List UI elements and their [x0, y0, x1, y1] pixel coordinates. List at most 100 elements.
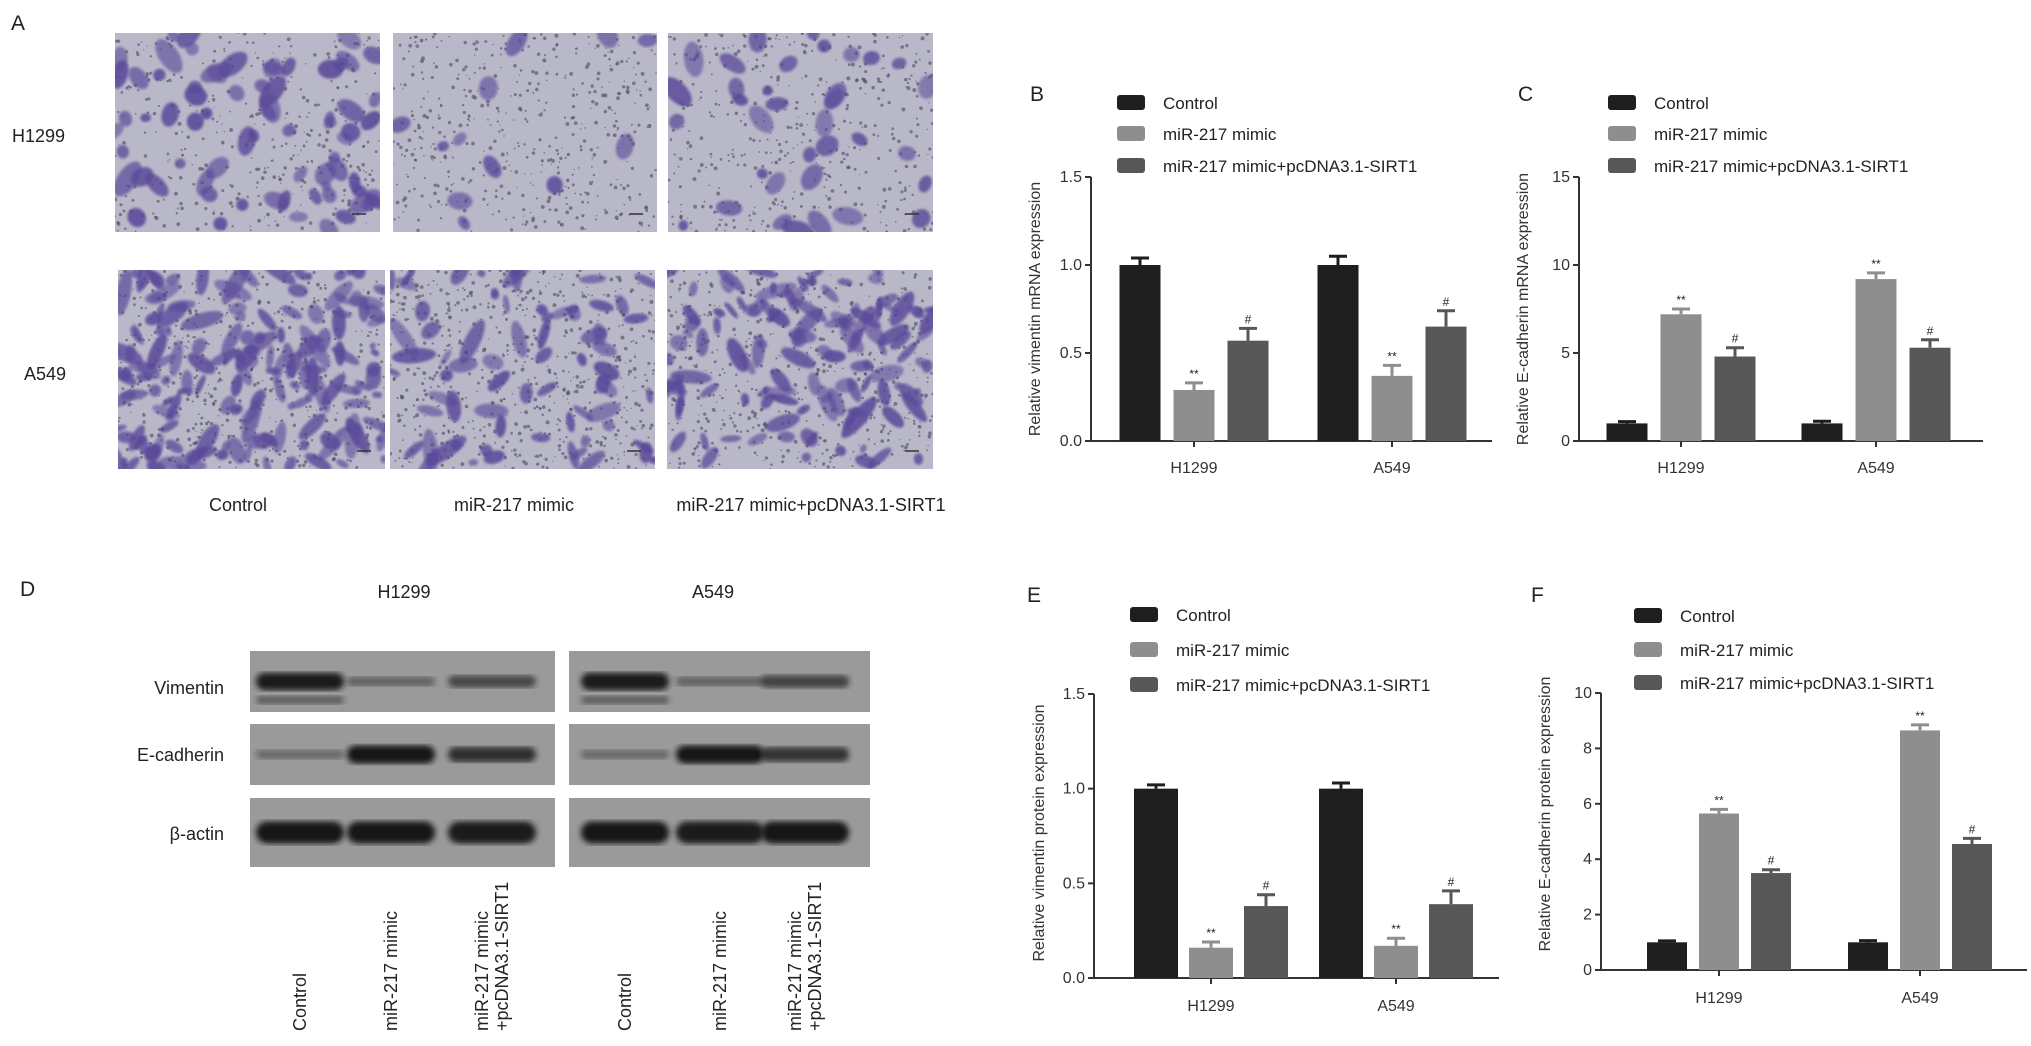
debris — [192, 387, 195, 389]
debris — [613, 185, 618, 190]
debris — [603, 159, 608, 164]
significance-mark: # — [1768, 854, 1775, 868]
stained-cell — [762, 85, 773, 96]
legend-swatch — [1634, 675, 1662, 690]
debris — [420, 146, 423, 150]
bar-mir-217-mimic-pcdna3-1-sirt1 — [1714, 356, 1756, 441]
debris — [435, 432, 438, 435]
debris — [530, 343, 534, 346]
debris — [847, 63, 851, 67]
debris — [752, 213, 754, 215]
debris — [716, 191, 721, 196]
stained-cell — [144, 292, 166, 305]
debris — [523, 360, 526, 364]
debris — [692, 177, 697, 182]
debris — [228, 460, 232, 464]
debris — [688, 344, 692, 348]
stained-cell — [317, 432, 347, 462]
debris — [743, 113, 745, 116]
stained-cell — [505, 33, 528, 57]
debris — [412, 457, 414, 459]
debris — [750, 289, 753, 292]
debris — [745, 353, 748, 356]
bar-mir-217-mimic — [1371, 375, 1413, 441]
debris — [775, 357, 778, 360]
debris — [879, 210, 882, 213]
debris — [272, 52, 275, 54]
debris — [519, 69, 523, 72]
debris — [632, 390, 635, 392]
debris — [904, 186, 907, 189]
debris — [797, 116, 799, 118]
debris — [433, 183, 438, 188]
debris — [175, 437, 180, 442]
debris — [506, 415, 508, 417]
debris — [786, 152, 790, 155]
debris — [829, 456, 833, 460]
debris — [890, 132, 894, 136]
debris — [814, 465, 817, 468]
debris — [204, 163, 209, 168]
debris — [532, 91, 535, 94]
debris — [404, 318, 408, 322]
debris — [374, 150, 378, 154]
debris — [563, 455, 568, 460]
debris — [649, 106, 651, 109]
debris — [803, 386, 807, 390]
debris — [557, 418, 559, 421]
debris — [531, 357, 534, 360]
debris — [731, 421, 735, 424]
debris — [431, 342, 434, 345]
lane-label-A549: +pcDNA3.1-SIRT1 — [805, 882, 825, 1031]
debris — [729, 100, 734, 105]
debris — [255, 186, 258, 189]
debris — [422, 77, 425, 81]
debris — [204, 222, 208, 226]
debris — [257, 299, 262, 304]
debris — [249, 225, 251, 228]
stained-cell — [331, 346, 360, 366]
debris — [297, 154, 299, 156]
stained-cell — [846, 377, 862, 403]
debris — [579, 128, 582, 130]
debris — [302, 144, 306, 148]
debris — [588, 401, 592, 404]
significance-mark: # — [1448, 875, 1455, 889]
debris — [833, 370, 836, 373]
debris — [447, 416, 450, 419]
debris — [829, 160, 832, 164]
debris — [399, 145, 403, 150]
debris — [598, 356, 601, 358]
debris — [607, 327, 611, 331]
debris — [305, 140, 308, 143]
debris — [609, 277, 614, 282]
debris — [887, 319, 890, 321]
debris — [697, 280, 699, 283]
debris — [192, 182, 195, 186]
debris — [506, 343, 510, 347]
debris — [146, 111, 150, 115]
debris — [501, 128, 504, 132]
blot-band — [448, 747, 536, 762]
debris — [517, 145, 520, 148]
debris — [927, 153, 929, 156]
debris — [403, 295, 407, 300]
debris — [632, 51, 637, 55]
bar-mir-217-mimic-pcdna3-1-sirt1 — [1227, 340, 1269, 441]
debris — [524, 410, 529, 415]
blot-title-a549: A549 — [692, 582, 734, 602]
debris — [198, 302, 200, 305]
stained-cell — [740, 354, 756, 375]
debris — [535, 463, 538, 466]
debris — [688, 144, 693, 148]
debris — [511, 392, 514, 395]
debris — [178, 175, 183, 180]
debris — [770, 463, 773, 466]
debris — [881, 427, 885, 431]
debris — [545, 71, 549, 75]
debris — [917, 332, 919, 334]
debris — [713, 210, 717, 214]
debris — [362, 145, 366, 149]
debris — [494, 195, 498, 199]
debris — [444, 270, 448, 275]
